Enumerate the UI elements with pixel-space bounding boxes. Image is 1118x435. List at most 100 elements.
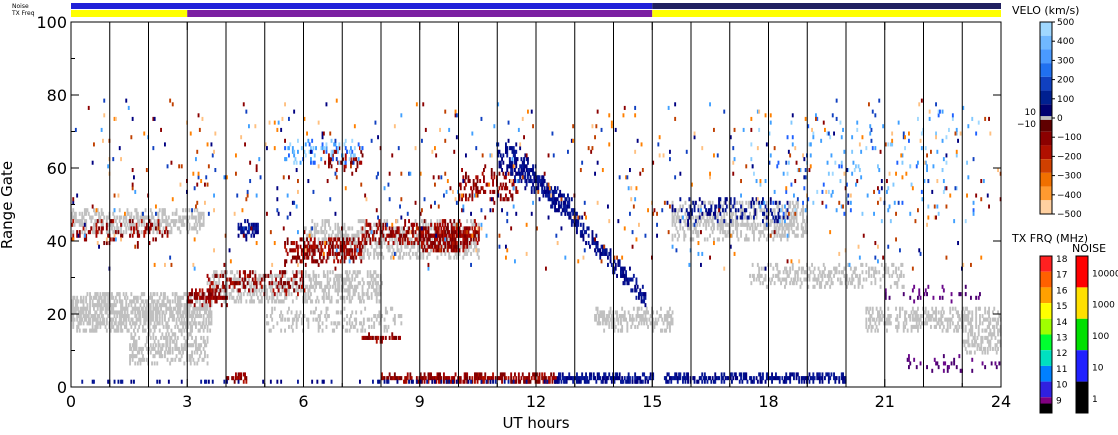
range-gate-cell: [951, 306, 954, 311]
range-gate-cell: [343, 244, 346, 249]
range-gate-cell: [933, 317, 936, 322]
range-gate-cell: [342, 281, 345, 286]
range-gate-cell: [78, 317, 81, 322]
range-gate-cell: [136, 317, 139, 322]
range-gate-cell: [125, 219, 128, 224]
range-gate-cell: [157, 219, 160, 224]
range-gate-cell: [640, 317, 643, 322]
range-gate-cell: [422, 237, 425, 242]
range-gate-cell: [369, 230, 372, 235]
range-gate-cell: [515, 157, 518, 162]
range-gate-cell: [120, 306, 122, 311]
range-gate-cell: [334, 273, 337, 278]
range-gate-cell: [206, 314, 209, 319]
range-gate-cell: [346, 314, 348, 319]
range-gate-cell: [355, 310, 358, 315]
range-gate-cell: [962, 306, 965, 311]
range-gate-cell: [111, 219, 113, 224]
range-gate-cell: [193, 215, 196, 220]
range-gate-cell: [170, 314, 173, 319]
range-gate-cell: [78, 219, 81, 224]
range-gate-cell: [616, 314, 618, 319]
range-gate-cell: [870, 266, 873, 271]
range-gate-cell: [426, 230, 429, 235]
range-gate-cell: [189, 328, 192, 333]
range-gate-cell: [107, 314, 110, 319]
range-gate-cell: [786, 237, 789, 242]
range-gate-cell: [107, 303, 110, 308]
range-gate-cell: [449, 219, 452, 224]
range-gate-cell: [145, 226, 148, 231]
range-gate-cell: [962, 324, 965, 329]
range-gate-cell: [295, 259, 298, 264]
range-gate-cell: [616, 317, 618, 322]
range-gate-cell: [125, 303, 128, 308]
range-gate-cell: [455, 226, 458, 231]
range-gate-cell: [795, 219, 798, 224]
range-gate-cell: [430, 233, 432, 238]
range-gate-cell: [412, 244, 414, 249]
range-gate-cell: [749, 273, 751, 278]
range-gate-cell: [941, 314, 944, 319]
range-gate-cell: [206, 339, 209, 344]
range-gate-cell: [76, 317, 79, 322]
range-gate-cell: [306, 248, 308, 253]
range-gate-cell: [610, 314, 613, 319]
range-gate-cell: [242, 284, 245, 289]
range-gate-cell: [308, 237, 311, 242]
range-gate-cell: [915, 317, 918, 322]
range-gate-cell: [914, 324, 917, 329]
range-gate-cell: [180, 303, 183, 308]
range-gate-cell: [178, 310, 181, 315]
range-gate-cell: [210, 317, 213, 322]
range-gate-cell: [738, 200, 741, 205]
range-gate-cell: [378, 292, 381, 297]
range-gate-cell: [649, 314, 652, 319]
range-gate-cell: [510, 376, 513, 381]
range-gate-cell: [188, 357, 191, 362]
range-gate-cell: [342, 233, 345, 238]
txfreq-strip-segment: [71, 10, 188, 17]
range-gate-cell: [193, 226, 196, 231]
range-gate-cell: [344, 230, 347, 235]
range-gate-cell: [771, 230, 773, 235]
range-gate-cell: [577, 219, 580, 224]
range-gate-cell: [198, 288, 201, 293]
range-gate-cell: [182, 219, 184, 224]
range-gate-cell: [139, 321, 142, 326]
range-gate-cell: [400, 233, 403, 238]
range-gate-cell: [304, 255, 307, 260]
range-gate-cell: [486, 379, 489, 384]
range-gate-cell: [488, 376, 491, 381]
range-gate-cell: [300, 321, 303, 326]
range-gate-cell: [977, 324, 980, 329]
range-gate-cell: [941, 328, 944, 333]
range-gate-cell: [242, 379, 245, 384]
range-gate-cell: [170, 230, 173, 235]
range-gate-cell: [692, 237, 695, 242]
range-gate-cell: [443, 237, 445, 242]
range-gate-cell: [133, 346, 135, 351]
range-gate-cell: [328, 153, 330, 158]
range-gate-cell: [219, 292, 222, 297]
range-gate-cell: [671, 200, 674, 205]
range-gate-cell: [514, 372, 516, 377]
range-gate-cell: [165, 310, 168, 315]
range-gate-cell: [105, 222, 108, 227]
range-gate-cell: [472, 182, 475, 187]
range-gate-cell: [362, 241, 365, 246]
range-gate-cell: [236, 270, 239, 275]
range-gate-cell: [315, 259, 317, 264]
range-gate-cell: [391, 230, 394, 235]
range-gate-cell: [759, 208, 762, 213]
range-gate-cell: [821, 277, 824, 282]
range-gate-cell: [310, 244, 312, 249]
range-gate-cell: [691, 237, 693, 242]
range-gate-cell: [886, 317, 888, 322]
range-gate-cell: [736, 226, 739, 231]
range-gate-cell: [489, 189, 492, 194]
range-gate-cell: [803, 230, 806, 235]
range-gate-cell: [985, 328, 988, 333]
range-gate-cell: [121, 299, 124, 304]
range-gate-cell: [204, 339, 206, 344]
